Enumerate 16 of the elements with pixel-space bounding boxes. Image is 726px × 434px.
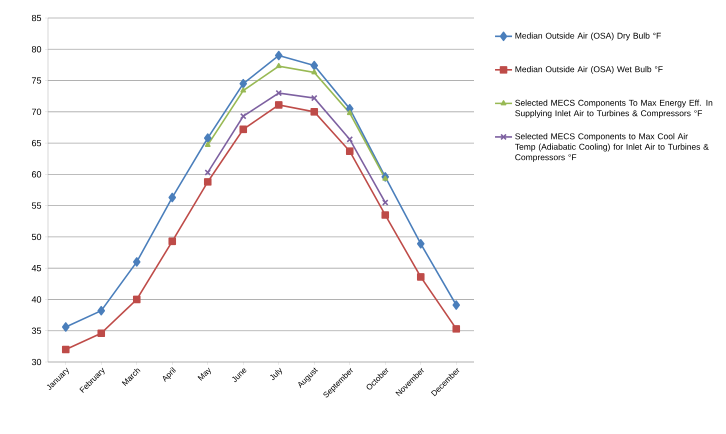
y-tick-label: 65 xyxy=(32,140,42,146)
y-tick-label: 45 xyxy=(32,265,42,272)
y-tick-label: 60 xyxy=(32,171,42,178)
y-tick-label: 85 xyxy=(32,14,42,22)
legend-label: Selected MECS Components To Max Energy Eff. In Supplying Inlet Air to Turbines & Compressors °F xyxy=(515,100,712,118)
y-tick-label: 55 xyxy=(32,202,42,209)
y-tick-label: 40 xyxy=(32,296,42,303)
legend-label: Median Outside Air (OSA) Wet Bulb °F xyxy=(516,66,663,74)
y-tick-label: 75 xyxy=(32,77,42,84)
y-tick-label: 35 xyxy=(32,328,42,334)
y-tick-label: 30 xyxy=(32,358,42,366)
y-tick-label: 80 xyxy=(32,46,42,52)
y-tick-label: 50 xyxy=(32,234,42,240)
y-tick-label: 70 xyxy=(32,108,42,115)
legend-label: Selected MECS Components to Max Cool Air Temp (Adiabatic Cooling) for Inlet Air to Turbines & Compressors °F xyxy=(515,133,709,162)
legend-label: Median Outside Air (OSA) Dry Bulb °F xyxy=(516,32,661,40)
